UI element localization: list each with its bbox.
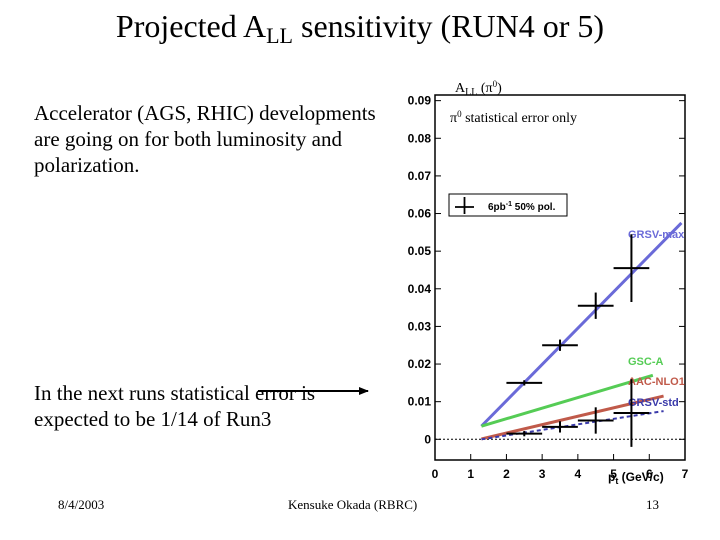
data-point-grsv-std	[613, 379, 650, 447]
data-point-grsv-std	[542, 421, 578, 433]
footer-author: Kensuke Okada (RBRC)	[288, 497, 418, 512]
curve-label: GSC-A	[628, 356, 664, 368]
theory-curves: GRSV-max GSC-A AAC-NLO1 GRSV-std	[480, 221, 685, 441]
curve-aac-nlo1	[481, 394, 664, 441]
y-tick-label: 0.04	[408, 282, 432, 296]
data-point-grsv-std	[506, 431, 543, 437]
y-axis: 0 0.01 0.02 0.03 0.04 0.05 0.06 0.07 0.08 0.09	[408, 94, 685, 446]
curve-label: AAC-NLO1	[628, 376, 685, 388]
x-tick-label: 3	[539, 467, 546, 481]
chart-subtitle: π0 statistical error only	[450, 109, 577, 126]
footer-page-number: 13	[646, 497, 659, 512]
y-tick-label: 0.07	[408, 169, 432, 183]
title-subscript: LL	[266, 23, 293, 48]
curve-grsv-std	[481, 410, 664, 441]
y-tick-label: 0.06	[408, 207, 432, 221]
y-tick-label: 0.03	[408, 319, 432, 333]
data-point-grsv-max	[542, 339, 578, 351]
curve-label: GRSV-std	[628, 397, 679, 409]
chart-title: ALL (π0)	[455, 79, 502, 98]
data-point-grsv-std	[577, 407, 614, 434]
curve-label: GRSV-max	[628, 229, 685, 241]
x-tick-label: 5	[610, 467, 617, 481]
y-tick-label: 0.02	[408, 357, 432, 371]
y-tick-label: 0	[424, 432, 431, 446]
y-tick-label: 0.01	[408, 395, 432, 409]
footer-date: 8/4/2003	[58, 497, 105, 512]
curve-grsv-max	[480, 221, 683, 428]
x-tick-label: 6	[646, 467, 653, 481]
x-tick-label: 1	[467, 467, 474, 481]
legend-label: 6pb-1 50% pol.	[488, 201, 556, 213]
x-tick-label: 2	[503, 467, 510, 481]
accelerator-paragraph: Accelerator (AGS, RHIC) developments are…	[34, 101, 376, 177]
x-tick-label: 4	[575, 467, 582, 481]
x-tick-label: 7	[682, 467, 689, 481]
plot-frame	[434, 94, 686, 461]
curve-gsc-a	[481, 373, 654, 428]
y-tick-label: 0.09	[408, 94, 432, 108]
next-runs-paragraph: In the next runs statistical error is ex…	[34, 381, 316, 431]
x-tick-label: 0	[432, 467, 439, 481]
slide-title: Projected ALL sensitivity (RUN4 or 5)	[0, 8, 720, 49]
data-point-grsv-max	[506, 380, 543, 386]
projected-points	[506, 234, 650, 447]
x-axis: 0 1 2 3 4 5 6 7	[432, 454, 689, 481]
title-rest: sensitivity (RUN4 or 5)	[292, 8, 605, 44]
legend-box	[448, 193, 568, 217]
y-tick-label: 0.08	[408, 131, 432, 145]
x-axis-label: pt (GeV/c)	[608, 470, 664, 486]
y-tick-label: 0.05	[408, 244, 432, 258]
data-point-grsv-max	[577, 292, 614, 319]
data-point-grsv-max	[613, 234, 650, 302]
title-main: Projected A	[115, 8, 267, 44]
